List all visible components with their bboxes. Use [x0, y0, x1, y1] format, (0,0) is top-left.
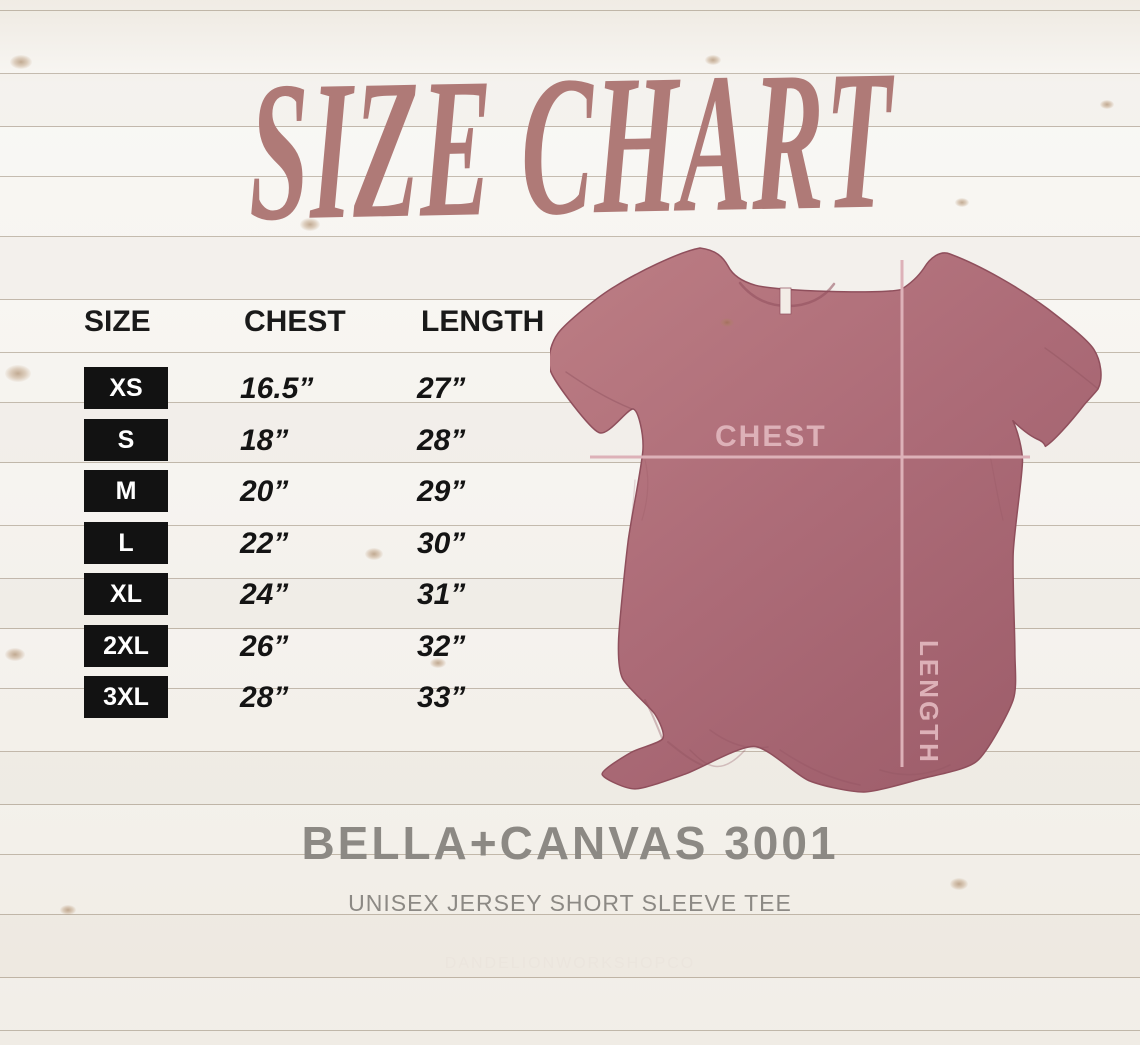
svg-text:CHEST: CHEST: [715, 420, 827, 453]
svg-text:LENGTH: LENGTH: [914, 640, 944, 765]
